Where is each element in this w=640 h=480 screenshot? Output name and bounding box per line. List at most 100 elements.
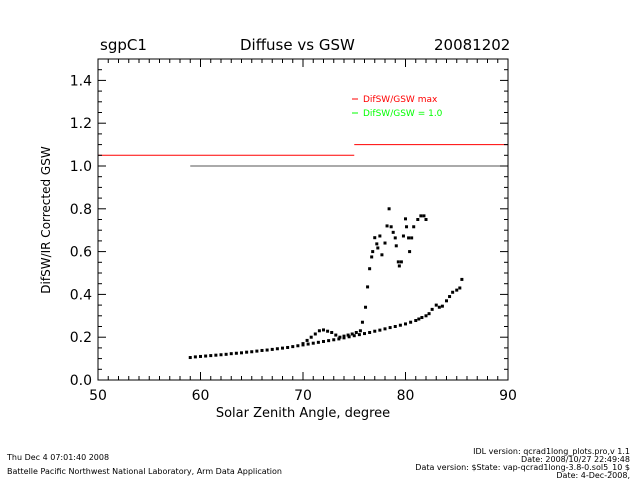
data-point-upper-branch [383, 241, 387, 245]
data-point-lower-branch [306, 342, 310, 346]
data-point-upper-branch [326, 329, 330, 333]
data-point-upper-branch [416, 218, 420, 221]
data-point-upper-branch [309, 335, 313, 339]
data-point-upper-branch [346, 333, 350, 337]
data-point-lower-branch [245, 350, 249, 354]
data-point-upper-branch [313, 332, 317, 336]
data-point-lower-branch [214, 353, 218, 357]
data-point-lower-branch [460, 277, 464, 281]
data-point-lower-branch [193, 355, 197, 359]
data-point-lower-branch [234, 351, 238, 355]
data-point-lower-branch [434, 303, 438, 307]
data-point-upper-branch [358, 329, 362, 333]
data-point-lower-branch [265, 348, 269, 352]
data-point-upper-branch [342, 334, 346, 338]
x-tick-label: 60 [192, 388, 210, 404]
data-point-lower-branch [316, 340, 320, 344]
data-point-lower-branch [383, 327, 387, 331]
data-point-lower-branch [229, 352, 233, 356]
data-point-upper-branch [405, 225, 409, 229]
y-tick-label: 1.2 [70, 116, 92, 132]
data-point-upper-branch [394, 244, 398, 248]
data-point-lower-branch [342, 336, 346, 340]
data-point-lower-branch [420, 316, 424, 320]
site-label: sgpC1 [100, 36, 147, 54]
data-point-lower-branch [260, 348, 264, 352]
chart-title: Diffuse vs GSW [240, 36, 355, 54]
data-point-lower-branch [270, 347, 274, 351]
data-point-lower-branch [188, 356, 192, 360]
idl-version: IDL version: qcrad1long_plots.pro,v 1.1 [473, 447, 630, 456]
x-tick-label: 50 [89, 388, 107, 404]
data-point-upper-branch [371, 250, 375, 254]
data-point-lower-branch [204, 354, 208, 358]
x-tick-label: 90 [499, 388, 517, 404]
timestamp: Thu Dec 4 07:01:40 2008 [7, 453, 110, 462]
data-point-upper-branch [389, 225, 393, 229]
data-point-upper-branch [412, 225, 416, 229]
data-point-upper-branch [368, 267, 372, 271]
data-point-lower-branch [255, 349, 259, 353]
data-point-upper-branch [366, 285, 370, 289]
data-point-lower-branch [352, 334, 356, 338]
data-point-upper-branch [385, 224, 389, 228]
data-point-lower-branch [393, 325, 397, 328]
data-point-upper-branch [334, 333, 338, 337]
data-point-upper-branch [317, 329, 321, 333]
data-point-lower-branch [373, 329, 377, 333]
data-point-upper-branch [399, 260, 403, 264]
data-point-lower-branch [445, 299, 448, 303]
data-point-lower-branch [357, 333, 361, 337]
data-date: Date: 4-Dec-2008, [556, 471, 630, 480]
data-point-upper-branch [354, 330, 358, 334]
y-tick-label: 0.2 [70, 330, 92, 346]
data-point-lower-branch [388, 326, 392, 330]
data-point-lower-branch [409, 320, 413, 324]
data-point-upper-branch [380, 253, 384, 257]
data-point-upper-branch [360, 320, 364, 324]
data-point-upper-branch [370, 255, 374, 259]
data-point-lower-branch [347, 335, 351, 339]
data-version: Data version: $State: vap-qcrad1long-3.8… [415, 463, 630, 472]
x-tick-label: 70 [294, 388, 312, 404]
data-point-upper-branch [350, 332, 354, 336]
data-point-lower-branch [240, 351, 243, 355]
legend: DifSW/GSW max DifSW/GSW = 1.0 [352, 95, 443, 119]
data-point-lower-branch [311, 341, 315, 345]
data-point-upper-branch [401, 234, 405, 238]
data-point-upper-branch [396, 260, 400, 264]
data-point-upper-branch [391, 230, 395, 234]
data-point-upper-branch [407, 236, 411, 240]
data-point-lower-branch [440, 304, 444, 308]
data-point-lower-branch [451, 290, 455, 294]
idl-date: Date: 2008/10/27 22:49:48 [521, 455, 630, 464]
data-point-upper-branch [301, 342, 305, 346]
x-tick-label: 80 [397, 388, 415, 404]
data-point-upper-branch [387, 207, 391, 211]
data-point-lower-branch [437, 305, 441, 309]
data-point-lower-branch [414, 319, 418, 323]
data-point-lower-branch [250, 350, 254, 354]
data-point-upper-branch [376, 246, 380, 250]
data-point-lower-branch [281, 346, 284, 350]
data-point-lower-branch [424, 314, 428, 318]
data-point-lower-branch [291, 345, 295, 349]
data-point-upper-branch [305, 338, 309, 342]
data-point-lower-branch [275, 347, 279, 351]
data-point-lower-branch [332, 338, 336, 342]
data-point-lower-branch [448, 295, 452, 299]
data-point-upper-branch [422, 214, 426, 218]
data-point-lower-branch [363, 332, 366, 336]
data-point-lower-branch [327, 339, 331, 343]
y-tick-label: 0.6 [70, 245, 92, 261]
data-point-lower-branch [398, 323, 402, 327]
data-point-lower-branch [417, 317, 421, 321]
data-point-lower-branch [378, 328, 382, 332]
data-point-upper-branch [410, 236, 414, 240]
data-point-lower-branch [430, 307, 434, 311]
data-point-lower-branch [209, 354, 213, 358]
data-point-lower-branch [455, 288, 459, 292]
data-point-upper-branch [338, 335, 342, 339]
data-point-lower-branch [286, 345, 290, 349]
